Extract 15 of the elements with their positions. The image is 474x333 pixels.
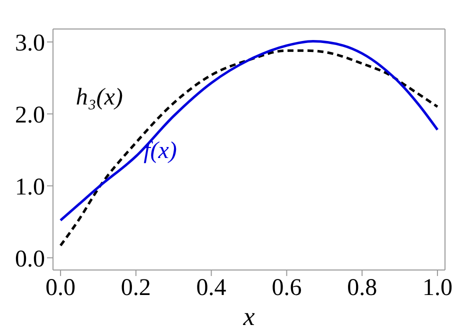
x-tick-label: 0.4 [196, 275, 226, 302]
y-tick-label: 0.0 [15, 246, 45, 272]
x-tick-label: 0.6 [272, 275, 302, 302]
series-label: h₃(x) [76, 84, 123, 111]
x-tick-label: 1.0 [422, 275, 452, 302]
x-tick-label: 0.8 [347, 275, 378, 302]
series-label: f(x) [144, 138, 177, 164]
x-axis-title: x [242, 302, 256, 331]
line-series [59, 49, 439, 247]
line-series [59, 40, 439, 222]
y-tick-label: 1.0 [15, 174, 45, 200]
x-tick-label: 0.0 [46, 275, 76, 302]
y-tick-label: 3.0 [15, 30, 45, 56]
y-tick-label: 2.0 [15, 102, 45, 128]
x-tick-label: 0.2 [120, 275, 151, 302]
